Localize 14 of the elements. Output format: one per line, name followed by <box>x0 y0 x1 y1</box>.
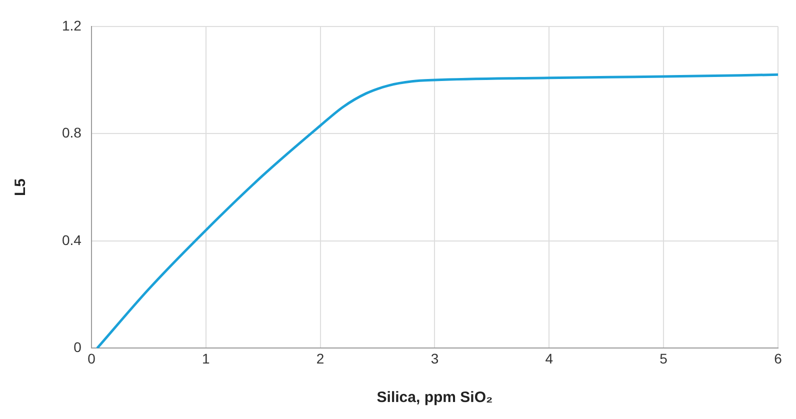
y-tick-label: 0.4 <box>62 232 82 248</box>
x-tick-label: 2 <box>316 350 324 366</box>
x-tick-label: 1 <box>202 350 210 366</box>
line-series <box>96 73 778 348</box>
x-tick-label: 0 <box>88 350 96 366</box>
x-tick-label: 4 <box>545 350 554 366</box>
y-axis-title: L5 <box>12 178 30 196</box>
x-tick-label: 3 <box>430 350 439 366</box>
y-tick-label: 1.2 <box>62 17 82 34</box>
x-axis-title: Silica, ppm SiO₂ <box>376 389 493 406</box>
x-tick-label: 6 <box>774 350 782 366</box>
x-tick-label: 5 <box>660 350 668 366</box>
y-tick-label: 0.8 <box>62 124 82 141</box>
y-tick-label: 0 <box>74 339 82 356</box>
